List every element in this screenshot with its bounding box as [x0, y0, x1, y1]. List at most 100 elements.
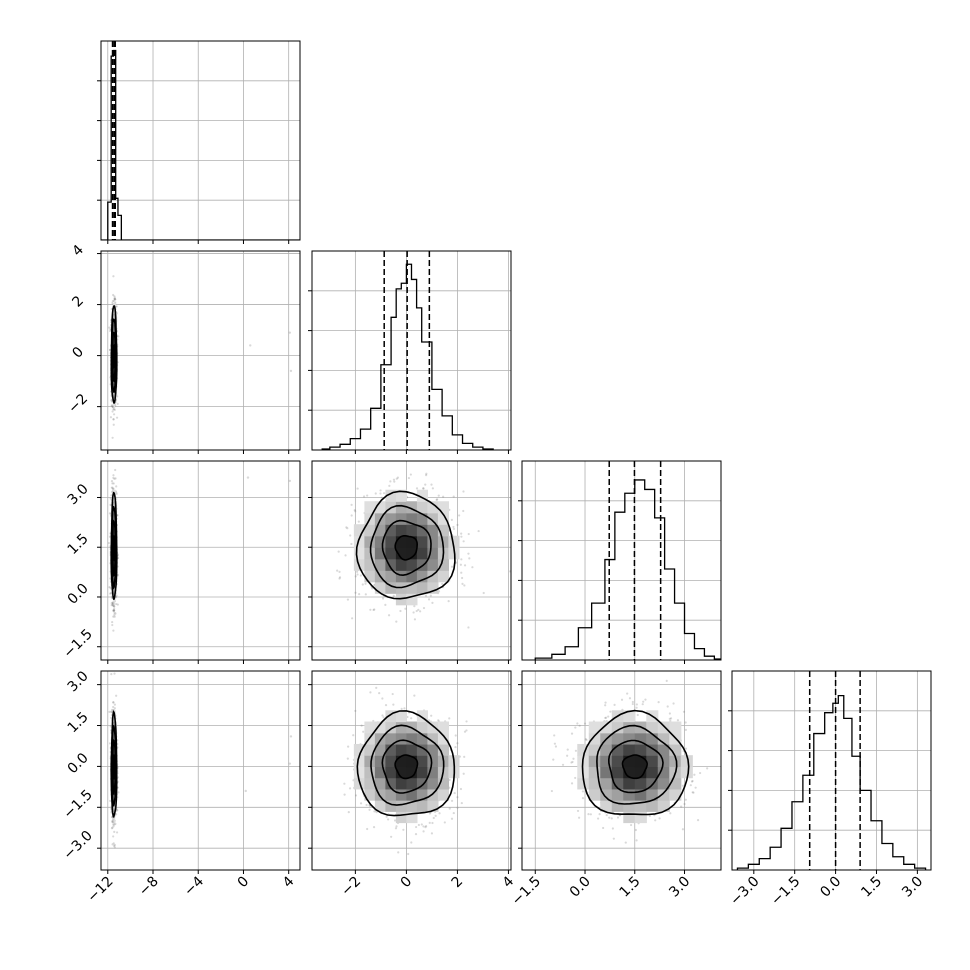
density-cell: [374, 743, 386, 756]
x-tick-label: −8: [136, 874, 162, 900]
density-cell: [395, 512, 407, 525]
density-cell: [406, 743, 418, 756]
sample-point: [456, 806, 459, 809]
sample-point: [450, 565, 454, 568]
sample-point: [351, 617, 354, 620]
sample-point: [452, 811, 455, 815]
sample-point: [374, 492, 377, 495]
sample-point: [348, 787, 352, 790]
density-cell: [395, 777, 407, 790]
sample-point: [349, 534, 352, 537]
sample-point: [431, 487, 434, 490]
x-tick-label: 1.5: [617, 874, 644, 901]
sample-point: [246, 476, 250, 479]
sample-point: [463, 730, 467, 733]
sample-point: [113, 703, 116, 706]
sample-point: [409, 473, 412, 476]
histogram-step-line: [736, 694, 927, 870]
density-cell: [416, 732, 429, 745]
sample-point: [465, 729, 468, 732]
density-cell: [385, 570, 397, 583]
contour-line: [110, 305, 118, 404]
sample-point: [561, 763, 565, 766]
sample-point: [343, 793, 346, 796]
sample-point: [552, 758, 555, 761]
density-cell: [385, 581, 397, 594]
density-cell: [395, 489, 407, 502]
sample-point: [613, 703, 616, 706]
density-cell: [406, 593, 418, 606]
density-cell: [374, 766, 386, 779]
density-cell: [364, 766, 376, 779]
sample-point: [570, 732, 574, 735]
sample-point: [669, 812, 672, 815]
contour-line: [370, 724, 445, 806]
density-cell: [395, 558, 407, 571]
density-cell: [353, 755, 365, 768]
sample-point: [379, 489, 382, 492]
density-cell: [416, 535, 429, 548]
density-cell: [406, 512, 418, 525]
sample-point: [431, 821, 434, 825]
sample-point: [454, 734, 457, 737]
sample-point: [112, 487, 115, 490]
density-cell: [657, 755, 670, 768]
density-cell: [353, 547, 365, 560]
sample-point: [354, 709, 357, 713]
sample-point: [417, 823, 420, 827]
sample-point: [576, 722, 579, 725]
sample-point: [583, 722, 587, 725]
density-cell: [623, 721, 636, 734]
sample-point: [604, 701, 607, 704]
sample-point: [115, 485, 118, 488]
sample-point: [414, 825, 418, 829]
contour-line: [394, 535, 419, 561]
sample-point: [112, 705, 115, 709]
contour-line: [607, 739, 664, 794]
sample-point: [393, 819, 397, 822]
density-cell: [427, 512, 439, 525]
sample-point: [456, 796, 459, 799]
sample-point: [636, 713, 639, 717]
density-cell: [634, 755, 647, 768]
density-panel-0-3-area: [101, 671, 300, 870]
density-cell: [385, 547, 397, 560]
density-cell: [611, 788, 624, 801]
sample-point: [373, 608, 376, 611]
sample-point: [338, 577, 341, 580]
sample-point: [111, 300, 114, 303]
density-cell: [416, 777, 429, 790]
sample-point: [448, 807, 451, 810]
sample-point: [676, 719, 680, 722]
sample-point: [356, 487, 359, 490]
sample-point: [381, 597, 385, 600]
sample-point: [430, 832, 434, 835]
density-cell: [364, 755, 376, 768]
sample-point: [113, 297, 116, 301]
contour-line: [356, 710, 456, 817]
density-cell: [416, 743, 429, 756]
sample-point: [585, 738, 588, 742]
sample-point: [116, 603, 119, 606]
sample-point: [344, 554, 347, 557]
histogram-panel-0: [97, 40, 301, 244]
sample-point: [289, 369, 293, 373]
sample-point: [624, 841, 627, 844]
sample-point: [399, 609, 402, 613]
sample-point: [108, 326, 111, 329]
sample-point: [402, 828, 405, 831]
sample-point: [113, 843, 116, 847]
sample-point: [706, 767, 709, 770]
density-cell: [600, 755, 613, 768]
sample-point: [337, 550, 340, 553]
density-cell: [416, 581, 429, 594]
sample-point: [111, 490, 114, 494]
density-cell: [623, 710, 636, 723]
sample-point: [604, 716, 607, 720]
sample-point: [350, 542, 353, 546]
sample-point: [682, 710, 686, 713]
sample-point: [410, 717, 413, 720]
density-panel-1-3: [308, 670, 512, 874]
sample-point: [112, 842, 115, 845]
density-panel-0-2: [97, 460, 301, 664]
